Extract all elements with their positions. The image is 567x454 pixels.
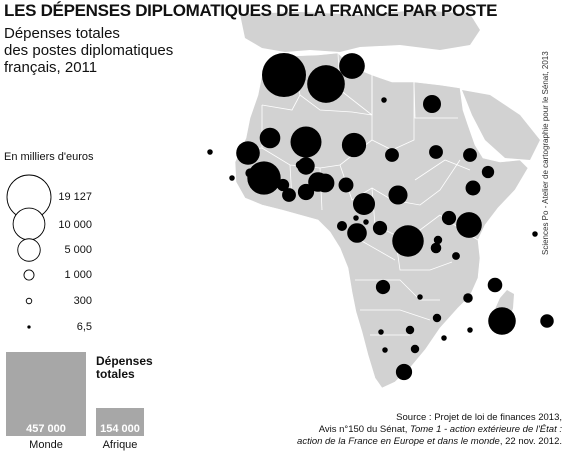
embassy-expense-circle bbox=[429, 145, 443, 159]
embassy-expense-circle bbox=[347, 223, 367, 243]
embassy-expense-circle bbox=[481, 165, 495, 179]
legend-circle bbox=[12, 207, 46, 241]
legend-circle bbox=[23, 269, 35, 281]
embassy-expense-circle bbox=[405, 325, 415, 335]
embassy-expense-circle bbox=[338, 177, 354, 193]
embassy-expense-circle bbox=[385, 148, 399, 162]
embassy-expense-circle bbox=[276, 178, 290, 192]
embassy-expense-circle bbox=[381, 97, 387, 103]
embassy-expense-circle bbox=[463, 148, 477, 162]
embassy-expense-circle bbox=[247, 161, 281, 195]
bar-monde: 457 000 bbox=[6, 352, 86, 436]
embassy-expense-circle bbox=[452, 252, 460, 260]
page-title: LES DÉPENSES DIPLOMATIQUES DE LA FRANCE … bbox=[4, 1, 498, 20]
totals-heading: Dépenses totales bbox=[96, 355, 153, 381]
source-line-2: Avis n°150 du Sénat, Tome 1 - action ext… bbox=[232, 424, 562, 436]
embassy-expense-circle bbox=[315, 173, 335, 193]
embassy-expense-circle bbox=[375, 279, 391, 295]
embassy-expense-circle bbox=[388, 185, 408, 205]
map-subtitle: Dépenses totales des postes diplomatique… bbox=[4, 25, 204, 76]
legend-circle bbox=[27, 325, 31, 329]
embassy-expense-circle bbox=[392, 225, 424, 257]
embassy-expense-circle bbox=[417, 294, 423, 300]
embassy-expense-circle bbox=[363, 219, 369, 225]
embassy-expense-circle bbox=[540, 314, 554, 328]
embassy-expense-circle bbox=[352, 192, 376, 216]
embassy-expense-circle bbox=[297, 183, 315, 201]
embassy-expense-circle bbox=[282, 188, 296, 202]
source-note: Source : Projet de loi de finances 2013,… bbox=[232, 412, 562, 448]
subtitle-line-3: français, 2011 bbox=[4, 59, 204, 76]
subtitle-line-1: Dépenses totales bbox=[4, 25, 120, 42]
subtitle-year: 2011 bbox=[64, 59, 98, 76]
legend-label-1000: 1 000 bbox=[64, 269, 92, 281]
embassy-expense-circle bbox=[382, 347, 388, 353]
legend-circle bbox=[17, 238, 41, 262]
bar-afrique-value: 154 000 bbox=[100, 422, 140, 435]
source-line-1: Source : Projet de loi de finances 2013, bbox=[396, 412, 562, 423]
totals-heading-line-2: totales bbox=[96, 367, 135, 381]
embassy-expense-circle bbox=[430, 242, 442, 254]
embassy-expense-circle bbox=[207, 149, 213, 155]
embassy-expense-circle bbox=[465, 180, 481, 196]
embassy-expense-circle bbox=[259, 127, 281, 149]
embassy-expense-circle bbox=[307, 65, 345, 103]
embassy-expense-circle bbox=[441, 335, 447, 341]
legend-label-5000: 5 000 bbox=[64, 244, 92, 256]
arabia-landmass bbox=[462, 90, 540, 160]
source-line-2-plain: Avis n°150 du Sénat, bbox=[318, 424, 411, 435]
embassy-expense-circle bbox=[336, 220, 348, 232]
embassy-expense-circle bbox=[410, 344, 420, 354]
subtitle-line-3-text: français, bbox=[4, 59, 61, 76]
embassy-expense-circle bbox=[295, 160, 305, 170]
embassy-expense-circle bbox=[341, 132, 367, 158]
legend-circles bbox=[6, 174, 52, 329]
embassy-expense-circle bbox=[532, 231, 538, 237]
embassy-expense-circle bbox=[467, 327, 473, 333]
embassy-expense-circle bbox=[456, 212, 482, 238]
bar-monde-label: Monde bbox=[29, 439, 63, 451]
embassy-expense-circle bbox=[290, 126, 322, 158]
source-line-3-italic: action de la France en Europe et dans le… bbox=[297, 436, 500, 447]
embassy-expense-circle bbox=[229, 175, 235, 181]
legend-label-6-5: 6,5 bbox=[76, 321, 92, 333]
europe-landmass bbox=[240, 10, 480, 52]
bar-afrique-label: Afrique bbox=[102, 439, 138, 451]
legend-label-10000: 10 000 bbox=[58, 219, 92, 231]
legend-label-19127: 19 127 bbox=[58, 191, 92, 203]
embassy-expense-circle bbox=[423, 95, 441, 113]
embassy-expense-circle bbox=[488, 307, 516, 335]
source-line-3-plain: , 22 nov. 2012. bbox=[499, 436, 562, 447]
embassy-expense-circle bbox=[262, 53, 306, 97]
source-line-3: action de la France en Europe et dans le… bbox=[232, 436, 562, 448]
legend-circle bbox=[25, 297, 33, 305]
source-line-2-italic: Tome 1 - action extérieure de l'État : bbox=[410, 424, 562, 435]
embassy-expense-circle bbox=[433, 235, 443, 245]
embassy-expense-circle bbox=[432, 313, 442, 323]
map-credit: Sciences Po - Atelier de cartographie po… bbox=[541, 51, 550, 255]
legend-unit-label: En milliers d'euros bbox=[4, 151, 94, 163]
embassy-expense-circle bbox=[339, 53, 365, 79]
map-circles bbox=[207, 53, 554, 381]
subtitle-line-2: des postes diplomatiques bbox=[4, 42, 174, 59]
bar-monde-value: 457 000 bbox=[26, 423, 66, 435]
embassy-expense-circle bbox=[372, 220, 388, 236]
embassy-expense-circle bbox=[395, 363, 413, 381]
bar-afrique: 154 000 bbox=[96, 407, 144, 436]
embassy-expense-circle bbox=[353, 215, 359, 221]
embassy-expense-circle bbox=[378, 329, 384, 335]
totals-heading-line-1: Dépenses bbox=[96, 354, 153, 368]
embassy-expense-circle bbox=[236, 141, 260, 165]
embassy-expense-circle bbox=[463, 293, 473, 303]
embassy-expense-circle bbox=[441, 210, 457, 226]
legend-label-300: 300 bbox=[73, 295, 92, 307]
embassy-expense-circle bbox=[487, 277, 503, 293]
